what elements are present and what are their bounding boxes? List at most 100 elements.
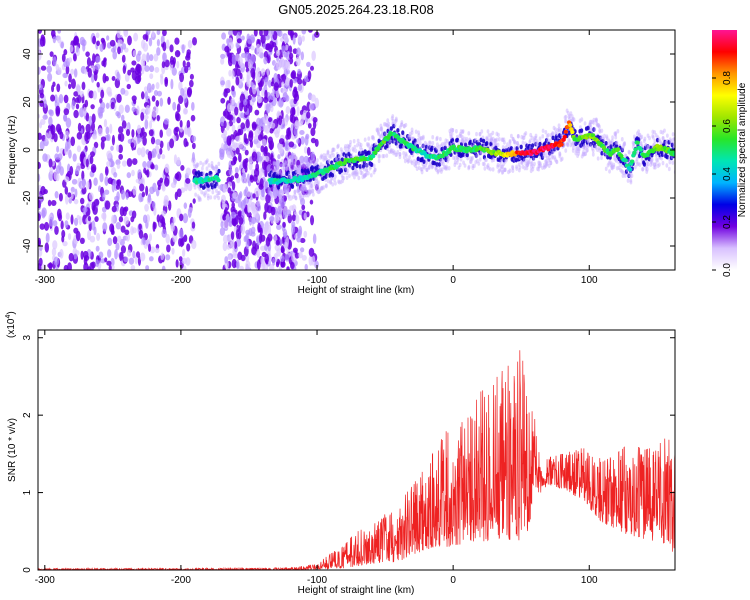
noise-speck [230, 211, 236, 219]
ridge-halo [347, 144, 351, 149]
noise-speck [170, 222, 175, 232]
ridge-halo [608, 169, 611, 174]
ridge-halo [422, 164, 426, 169]
ridge-halo [341, 178, 345, 184]
noise-speck [40, 118, 46, 125]
ridge-halo [389, 149, 393, 154]
noise-speck [38, 212, 41, 222]
noise-speck [142, 214, 148, 224]
ridge-halo [359, 170, 363, 176]
ridge-halo [296, 168, 299, 174]
ridge-halo [373, 167, 377, 173]
ridge-halo [414, 161, 418, 166]
noise-speck [258, 233, 263, 244]
noise-speck [273, 82, 279, 91]
ridge-halo [202, 171, 205, 176]
noise-speck [264, 253, 269, 264]
ridge-halo [449, 134, 453, 139]
ridge-halo [319, 162, 323, 167]
noise-speck [57, 213, 63, 222]
noise-speck [264, 155, 270, 162]
noise-speck [312, 117, 318, 123]
noise-speck [52, 81, 56, 87]
noise-speck [151, 95, 156, 102]
noise-speck [290, 71, 296, 79]
noise-speck [278, 168, 283, 177]
noise-speck [272, 187, 278, 197]
noise-speck [47, 262, 53, 269]
noise-speck [246, 70, 252, 80]
ridge-band [385, 143, 389, 149]
noise-speck [191, 221, 196, 229]
noise-speck [298, 252, 303, 259]
noise-speck [251, 123, 257, 131]
noise-speck [227, 181, 232, 188]
ridge-band [361, 150, 365, 156]
ridge-halo [393, 150, 396, 155]
noise-speck [159, 129, 164, 138]
noise-speck [314, 183, 319, 191]
noise-speck [187, 207, 192, 218]
noise-speck [173, 154, 178, 165]
ridge-band [203, 184, 207, 189]
noise-speck [154, 164, 159, 171]
noise-speck [277, 30, 283, 38]
snr-y-axis-label: SNR (10 * v/v) [7, 418, 18, 482]
noise-speck [132, 250, 136, 259]
ridge-halo [331, 147, 335, 152]
ridge-band [269, 170, 273, 176]
noise-speck [70, 136, 76, 147]
ridge-halo [211, 189, 215, 195]
noise-speck [43, 221, 50, 231]
noise-speck [68, 83, 72, 90]
noise-speck [301, 30, 307, 35]
noise-speck [143, 86, 148, 92]
noise-speck [85, 123, 91, 133]
noise-speck [95, 259, 100, 267]
ridge-halo [580, 117, 584, 122]
ridge-halo [478, 157, 482, 162]
noise-speck [104, 200, 111, 210]
noise-speck [92, 53, 96, 64]
noise-speck [110, 145, 114, 151]
noise-speck [264, 181, 269, 189]
noise-speck [290, 161, 295, 171]
noise-speck [243, 207, 248, 213]
noise-speck [236, 116, 241, 124]
ridge-halo [279, 188, 283, 194]
noise-speck [283, 232, 288, 238]
figure-title: GN05.2025.264.23.18.R08 [278, 2, 433, 17]
ridge-halo [351, 170, 355, 176]
ridge-halo [497, 136, 501, 142]
noise-speck [236, 176, 241, 184]
noise-speck [174, 50, 181, 58]
ridge-halo [365, 142, 369, 147]
ridge-halo [485, 157, 488, 163]
ridge-halo [463, 136, 467, 142]
noise-speck [116, 235, 122, 243]
ridge-halo [315, 158, 319, 163]
ridge-halo [202, 191, 206, 196]
noise-speck [61, 235, 65, 243]
ridge-band [330, 172, 335, 178]
ridge-halo [205, 159, 209, 165]
noise-speck [264, 124, 271, 134]
noise-speck [275, 239, 280, 246]
ridge-halo [425, 167, 429, 172]
ridge-band [407, 136, 411, 142]
ridge-halo [379, 127, 383, 132]
ridge-halo [464, 139, 468, 144]
ridge-halo [345, 170, 349, 176]
noise-speck [228, 69, 232, 77]
ridge-halo [330, 150, 334, 156]
noise-speck [79, 107, 85, 118]
ridge-halo [567, 137, 571, 143]
noise-speck [170, 78, 174, 90]
noise-speck [59, 248, 64, 259]
noise-speck [255, 73, 261, 84]
noise-speck [107, 237, 113, 247]
noise-speck [60, 220, 64, 230]
ridge-halo [603, 133, 606, 139]
ridge-halo [209, 195, 213, 200]
noise-speck [187, 126, 192, 138]
